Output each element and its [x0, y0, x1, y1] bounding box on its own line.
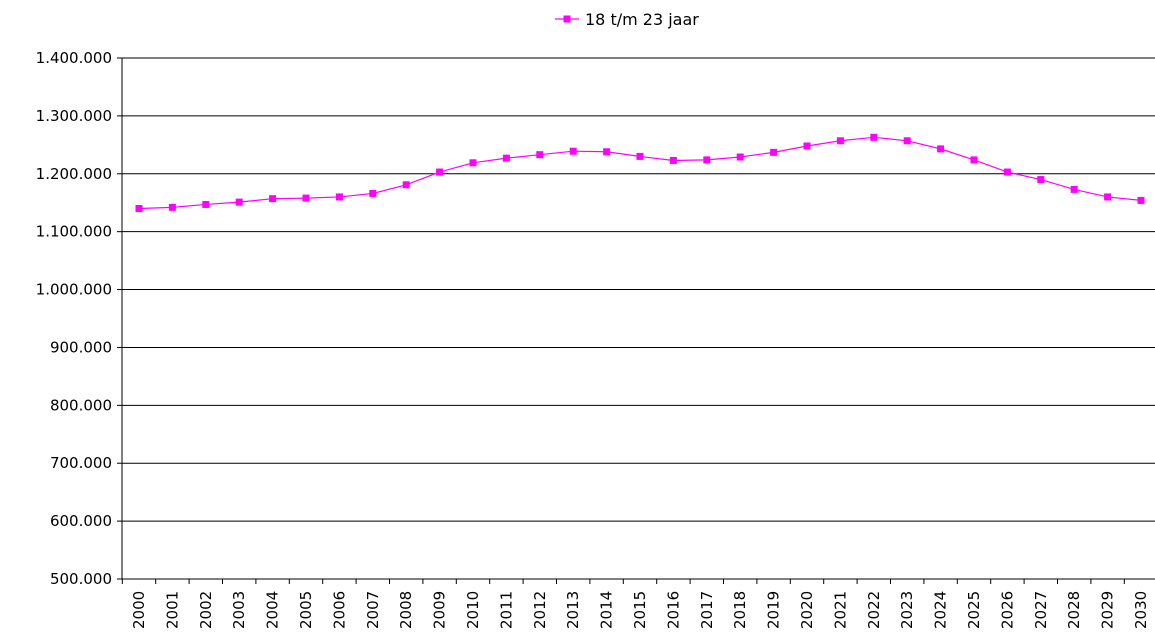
x-tick-label: 2000 — [130, 591, 148, 629]
series-group — [135, 133, 1145, 213]
x-tick-label: 2016 — [664, 591, 682, 629]
x-tick-label: 2015 — [631, 591, 649, 629]
x-tick-label: 2018 — [731, 591, 749, 629]
data-point-marker — [235, 198, 243, 206]
x-tick-label: 2010 — [464, 591, 482, 629]
data-point-marker — [168, 203, 176, 211]
x-tick-label: 2023 — [898, 591, 916, 629]
x-tick-label: 2004 — [264, 591, 282, 629]
data-point-marker — [1137, 196, 1145, 204]
data-point-marker — [502, 154, 510, 162]
data-point-marker — [1070, 185, 1078, 193]
x-tick-label: 2007 — [364, 591, 382, 629]
data-point-marker — [469, 159, 477, 167]
data-point-marker — [937, 145, 945, 153]
x-tick-label: 2011 — [497, 591, 515, 629]
data-point-marker — [1003, 168, 1011, 176]
x-tick-label: 2009 — [431, 591, 449, 629]
x-tick-label: 2012 — [531, 591, 549, 629]
y-tick-label: 1.200.000 — [36, 165, 112, 183]
data-point-marker — [836, 137, 844, 145]
x-tick-label: 2006 — [330, 591, 348, 629]
data-point-marker — [636, 152, 644, 160]
data-point-marker — [736, 153, 744, 161]
x-tick-label: 2014 — [598, 591, 616, 629]
x-tick-label: 2020 — [798, 591, 816, 629]
data-point-marker — [970, 156, 978, 164]
x-tick-label: 2017 — [698, 591, 716, 629]
x-tick-label: 2008 — [397, 591, 415, 629]
data-point-marker — [369, 189, 377, 197]
x-axis-ticks: 2000 2001 2002 2003 2004 2005 2006 2007 2008 2009… — [121, 579, 1150, 629]
legend-label: 18 t/m 23 jaar — [585, 10, 699, 29]
x-tick-label: 2026 — [998, 591, 1016, 629]
x-tick-label: 2001 — [163, 591, 181, 629]
data-point-marker — [135, 205, 143, 213]
data-point-marker — [803, 142, 811, 150]
data-point-marker — [703, 156, 711, 164]
data-point-marker — [1037, 176, 1045, 184]
y-tick-label: 1.300.000 — [36, 107, 112, 125]
y-tick-label: 700.000 — [50, 454, 112, 472]
legend[interactable]: 18 t/m 23 jaar — [555, 10, 699, 29]
legend-marker-swatch — [563, 15, 571, 23]
x-tick-label: 2030 — [1132, 591, 1150, 629]
x-tick-label: 2029 — [1099, 591, 1117, 629]
data-point-marker — [269, 195, 277, 203]
x-tick-label: 2002 — [197, 591, 215, 629]
y-tick-label: 800.000 — [50, 396, 112, 414]
y-tick-label: 500.000 — [50, 570, 112, 588]
y-tick-label: 900.000 — [50, 338, 112, 356]
series-line — [138, 136, 1142, 210]
y-tick-label: 1.100.000 — [36, 223, 112, 241]
data-point-marker — [436, 168, 444, 176]
data-point-marker — [335, 193, 343, 201]
data-point-marker — [402, 181, 410, 189]
x-tick-label: 2019 — [765, 591, 783, 629]
x-tick-label: 2013 — [564, 591, 582, 629]
data-point-marker — [903, 137, 911, 145]
data-point-marker — [536, 151, 544, 159]
x-tick-label: 2022 — [865, 591, 883, 629]
x-tick-label: 2028 — [1065, 591, 1083, 629]
y-tick-label: 600.000 — [50, 512, 112, 530]
data-point-marker — [202, 200, 210, 208]
data-point-marker — [870, 133, 878, 141]
x-tick-label: 2027 — [1032, 591, 1050, 629]
data-point-marker — [770, 148, 778, 156]
x-tick-label: 2003 — [230, 591, 248, 629]
x-tick-label: 2024 — [932, 591, 950, 629]
x-tick-label: 2025 — [965, 591, 983, 629]
gridlines — [122, 57, 1155, 522]
data-point-marker — [302, 194, 310, 202]
data-point-marker — [569, 147, 577, 155]
data-point-marker — [603, 148, 611, 156]
y-tick-label: 1.400.000 — [36, 49, 112, 67]
data-point-marker — [669, 156, 677, 164]
y-axis-ticks: 500.000 600.000 700.000 800.000 900.000 1.000… — [36, 49, 122, 588]
x-tick-label: 2005 — [297, 591, 315, 629]
y-tick-label: 1.000.000 — [36, 281, 112, 299]
data-point-marker — [1104, 193, 1112, 201]
x-tick-label: 2021 — [831, 591, 849, 629]
axes — [121, 58, 1155, 580]
